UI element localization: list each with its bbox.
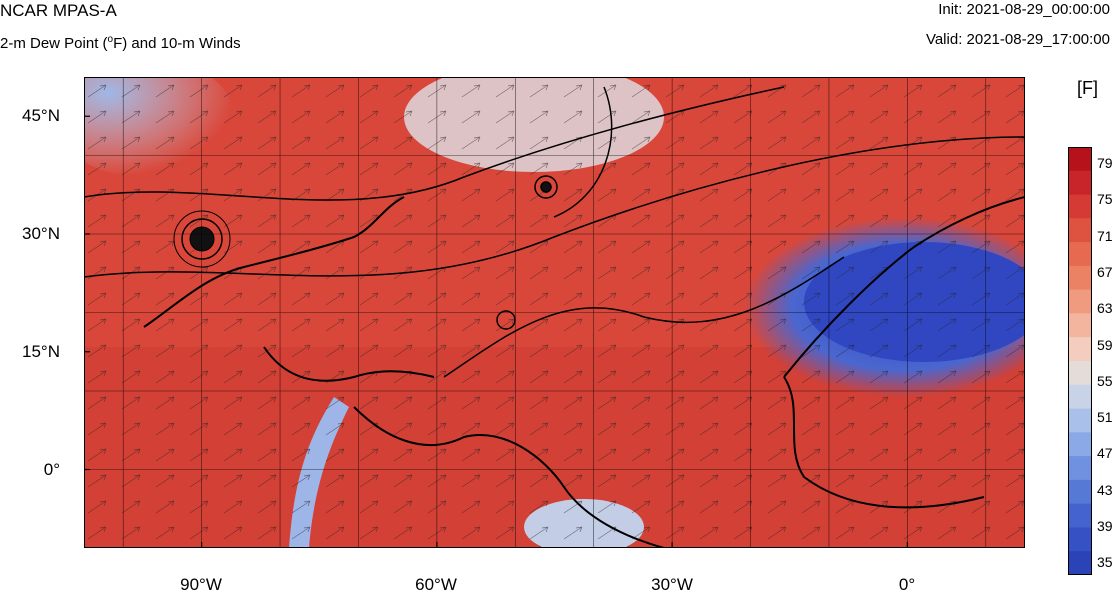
y-tick-label-15n: 15°N: [22, 342, 60, 361]
colorbar-tick-label: 79: [1097, 155, 1113, 171]
y-tick-label-0: 0°: [43, 460, 60, 479]
valid-time: Valid: 2021-08-29_17:00:00: [925, 31, 1110, 48]
hurricane-symbol: [173, 210, 231, 268]
colorbar-swatch: [1068, 527, 1092, 552]
colorbar-tick-label: 63: [1097, 300, 1113, 317]
colorbar: [1068, 147, 1092, 575]
colorbar-swatch: [1068, 170, 1092, 196]
map-panel: [84, 77, 1025, 548]
coastlines: [143, 196, 1025, 548]
colorbar-tick-label: 43: [1097, 481, 1113, 498]
colorbar-swatch: [1068, 265, 1092, 291]
colorbar-swatch: [1068, 408, 1092, 433]
colorbar-swatch: [1068, 456, 1092, 481]
colorbar-unit: [F]: [1077, 78, 1098, 98]
colorbar-tick-label: 51: [1097, 409, 1113, 426]
colorbar-swatch: [1068, 432, 1092, 457]
colorbar-tick-label: 75: [1097, 191, 1113, 208]
map-canvas: [84, 77, 1025, 548]
colorbar-tick-label: 71: [1097, 227, 1113, 244]
colorbar-swatch: [1068, 218, 1092, 243]
colorbar-tick-label: 47: [1097, 445, 1113, 462]
y-tick-label-30n: 30°N: [22, 224, 60, 243]
graticule: [84, 77, 1025, 548]
colorbar-swatch: [1068, 242, 1092, 267]
colorbar-tick-label: 67: [1097, 263, 1113, 280]
colorbar-tick-label: 55: [1097, 372, 1113, 389]
field-title: 2-m Dew Point (oF) and 10-m Winds: [0, 34, 241, 52]
colorbar-swatch: [1068, 194, 1092, 219]
colorbar-swatch: [1068, 503, 1092, 528]
colorbar-swatch: [1068, 289, 1092, 314]
model-title: NCAR MPAS-A: [0, 1, 117, 20]
colorbar-tick-label: 39: [1097, 518, 1113, 534]
colorbar-swatch: [1068, 147, 1092, 172]
colorbar-swatch: [1068, 384, 1092, 410]
colorbar-swatch: [1068, 551, 1092, 575]
colorbar-swatch: [1068, 337, 1092, 362]
colorbar-swatch: [1068, 361, 1092, 386]
colorbar-tick-label: 35: [1097, 554, 1113, 571]
colorbar-swatch: [1068, 313, 1092, 338]
colorbar-tick-label: 59: [1097, 336, 1113, 353]
map-frame: [84, 77, 1025, 548]
init-time: Init: 2021-08-29_00:00:00: [938, 1, 1110, 18]
x-tick-label-30w: 30°W: [651, 575, 693, 594]
y-tick-label-45n: 45°N: [22, 106, 60, 125]
x-tick-label-0: 0°: [898, 575, 916, 594]
colorbar-swatch: [1068, 479, 1092, 505]
x-tick-label-90w: 90°W: [180, 575, 222, 594]
x-tick-label-60w: 60°W: [415, 575, 457, 594]
pressure-contours: [84, 86, 1025, 378]
colorbar-frame: [1068, 147, 1092, 575]
axis-ticks: [84, 115, 908, 548]
